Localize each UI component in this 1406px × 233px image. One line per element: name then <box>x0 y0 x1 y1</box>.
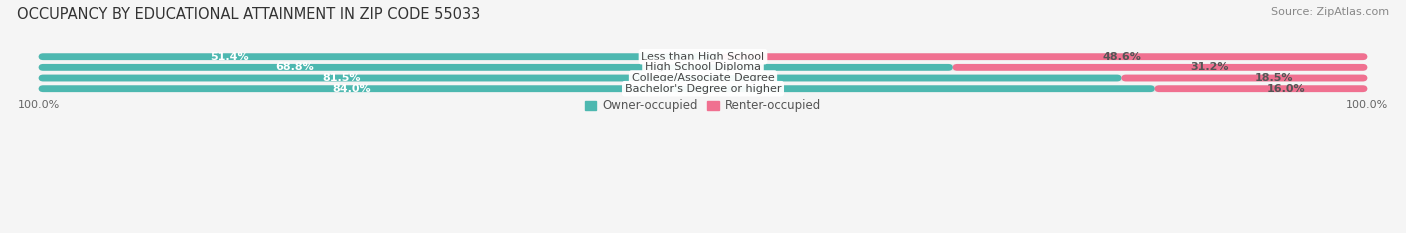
FancyBboxPatch shape <box>721 53 1368 60</box>
Text: 84.0%: 84.0% <box>332 84 371 94</box>
Text: 48.6%: 48.6% <box>1102 52 1142 62</box>
Text: Bachelor's Degree or higher: Bachelor's Degree or higher <box>624 84 782 94</box>
Text: 68.8%: 68.8% <box>276 62 314 72</box>
Text: 81.5%: 81.5% <box>322 73 361 83</box>
Text: College/Associate Degree: College/Associate Degree <box>631 73 775 83</box>
FancyBboxPatch shape <box>38 75 1122 82</box>
FancyBboxPatch shape <box>38 53 721 60</box>
Text: 51.4%: 51.4% <box>211 52 249 62</box>
FancyBboxPatch shape <box>38 85 1154 92</box>
Legend: Owner-occupied, Renter-occupied: Owner-occupied, Renter-occupied <box>579 94 827 117</box>
FancyBboxPatch shape <box>38 64 953 71</box>
FancyBboxPatch shape <box>38 75 1368 82</box>
FancyBboxPatch shape <box>38 64 1368 71</box>
Text: Less than High School: Less than High School <box>641 52 765 62</box>
FancyBboxPatch shape <box>1122 75 1368 82</box>
FancyBboxPatch shape <box>38 85 1368 92</box>
Text: 31.2%: 31.2% <box>1191 62 1229 72</box>
FancyBboxPatch shape <box>38 53 1368 60</box>
Text: High School Diploma: High School Diploma <box>645 62 761 72</box>
FancyBboxPatch shape <box>1154 85 1368 92</box>
Text: Source: ZipAtlas.com: Source: ZipAtlas.com <box>1271 7 1389 17</box>
Text: OCCUPANCY BY EDUCATIONAL ATTAINMENT IN ZIP CODE 55033: OCCUPANCY BY EDUCATIONAL ATTAINMENT IN Z… <box>17 7 479 22</box>
FancyBboxPatch shape <box>953 64 1368 71</box>
Text: 18.5%: 18.5% <box>1254 73 1294 83</box>
Text: 16.0%: 16.0% <box>1267 84 1306 94</box>
